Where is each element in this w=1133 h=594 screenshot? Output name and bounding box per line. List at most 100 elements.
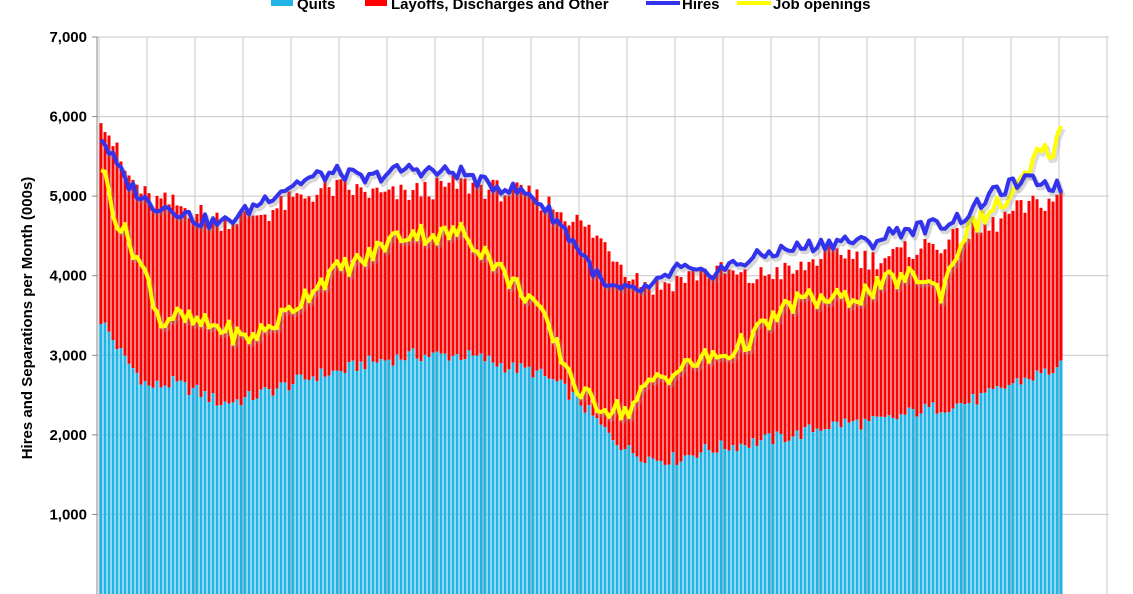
bar-layoffs [535, 189, 539, 371]
bar-quits [991, 388, 995, 594]
bar-layoffs [835, 248, 839, 422]
bar-layoffs [295, 193, 299, 375]
bar-quits [231, 402, 235, 594]
bar-quits [483, 361, 487, 594]
bar-layoffs [503, 195, 507, 373]
bar-quits [443, 353, 447, 594]
bar-layoffs [527, 185, 531, 367]
bar-layoffs [1007, 213, 1011, 386]
bar-quits [479, 353, 483, 594]
bar-quits [767, 433, 771, 594]
bar-layoffs [999, 218, 1003, 388]
bar-layoffs [467, 193, 471, 351]
bar-layoffs [851, 258, 855, 422]
bar-layoffs [747, 282, 751, 448]
bar-layoffs [351, 195, 355, 361]
bar-layoffs [427, 196, 431, 358]
bar-quits [487, 355, 491, 594]
bar-quits [667, 464, 671, 594]
bar-quits [431, 352, 435, 594]
bar-layoffs [1039, 207, 1043, 374]
bar-quits [491, 362, 495, 594]
bar-layoffs [287, 191, 291, 391]
bar-quits [539, 368, 543, 594]
bar-quits [703, 444, 707, 594]
bar-quits [859, 429, 863, 594]
bar-quits [391, 365, 395, 594]
bar-quits [547, 378, 551, 594]
bar-layoffs [959, 246, 963, 404]
bar-layoffs [955, 227, 959, 404]
bar-quits [1003, 388, 1007, 594]
bar-layoffs [707, 278, 711, 450]
bar-layoffs [435, 177, 439, 352]
bar-layoffs [251, 215, 255, 400]
bar-layoffs [935, 249, 939, 414]
bar-layoffs [691, 268, 695, 456]
bar-layoffs [299, 194, 303, 375]
bar-quits [975, 404, 979, 594]
bar-quits [839, 427, 843, 594]
bar-layoffs [639, 287, 643, 462]
bar-layoffs [227, 229, 231, 404]
bar-layoffs [987, 230, 991, 389]
bar-quits [535, 370, 539, 594]
bar-quits [739, 443, 743, 594]
bar-quits [587, 405, 591, 594]
hires-line-shadow [101, 141, 1066, 297]
bar-quits [947, 412, 951, 594]
bar-layoffs [991, 217, 995, 389]
bar-layoffs [379, 192, 383, 360]
bar-layoffs [831, 244, 835, 422]
bar-layoffs [947, 239, 951, 413]
bar-layoffs [767, 274, 771, 434]
bar-layoffs [887, 256, 891, 416]
bar-quits [647, 456, 651, 594]
bar-quits [351, 360, 355, 594]
bar-layoffs [1051, 201, 1055, 374]
bar-layoffs [223, 216, 227, 402]
bar-layoffs [651, 294, 655, 459]
bar-quits [467, 350, 471, 594]
bar-layoffs [271, 210, 275, 396]
bar-layoffs [875, 269, 879, 417]
y-tick-label: 3,000 [49, 347, 87, 364]
bar-quits [523, 367, 527, 594]
bar-quits [211, 393, 215, 594]
bar-quits [567, 399, 571, 594]
y-tick-label: 2,000 [49, 427, 87, 444]
bar-layoffs [587, 224, 591, 406]
bar-layoffs [343, 180, 347, 373]
bar-layoffs [635, 273, 639, 457]
bar-quits [495, 366, 499, 594]
bar-quits [971, 394, 975, 594]
bar-quits [103, 322, 107, 594]
bar-layoffs [843, 258, 847, 419]
bar-quits [1043, 368, 1047, 594]
bar-quits [675, 464, 679, 594]
bar-quits [255, 398, 259, 594]
bar-quits [235, 399, 239, 594]
bar-layoffs [211, 216, 215, 394]
bar-quits [763, 434, 767, 594]
bar-quits [315, 381, 319, 594]
bar-quits [515, 372, 519, 594]
bar-quits [963, 404, 967, 594]
bar-quits [995, 386, 999, 594]
y-tick-labels: 1,000 2,000 3,000 4,000 5,000 6,000 7,000 [49, 29, 87, 523]
bar-layoffs [891, 248, 895, 418]
bar-quits [907, 407, 911, 594]
bar-quits [871, 416, 875, 594]
bar-quits [99, 324, 103, 594]
bar-layoffs [871, 252, 875, 417]
bar-layoffs [239, 211, 243, 406]
bar-layoffs [279, 196, 283, 383]
bar-layoffs [407, 199, 411, 352]
bar-layoffs [711, 275, 715, 453]
bar-layoffs [415, 183, 419, 359]
bar-layoffs [1023, 212, 1027, 378]
bar-quits [727, 450, 731, 594]
bar-quits [619, 450, 623, 594]
bar-layoffs [155, 195, 159, 381]
bar-layoffs [911, 258, 915, 410]
